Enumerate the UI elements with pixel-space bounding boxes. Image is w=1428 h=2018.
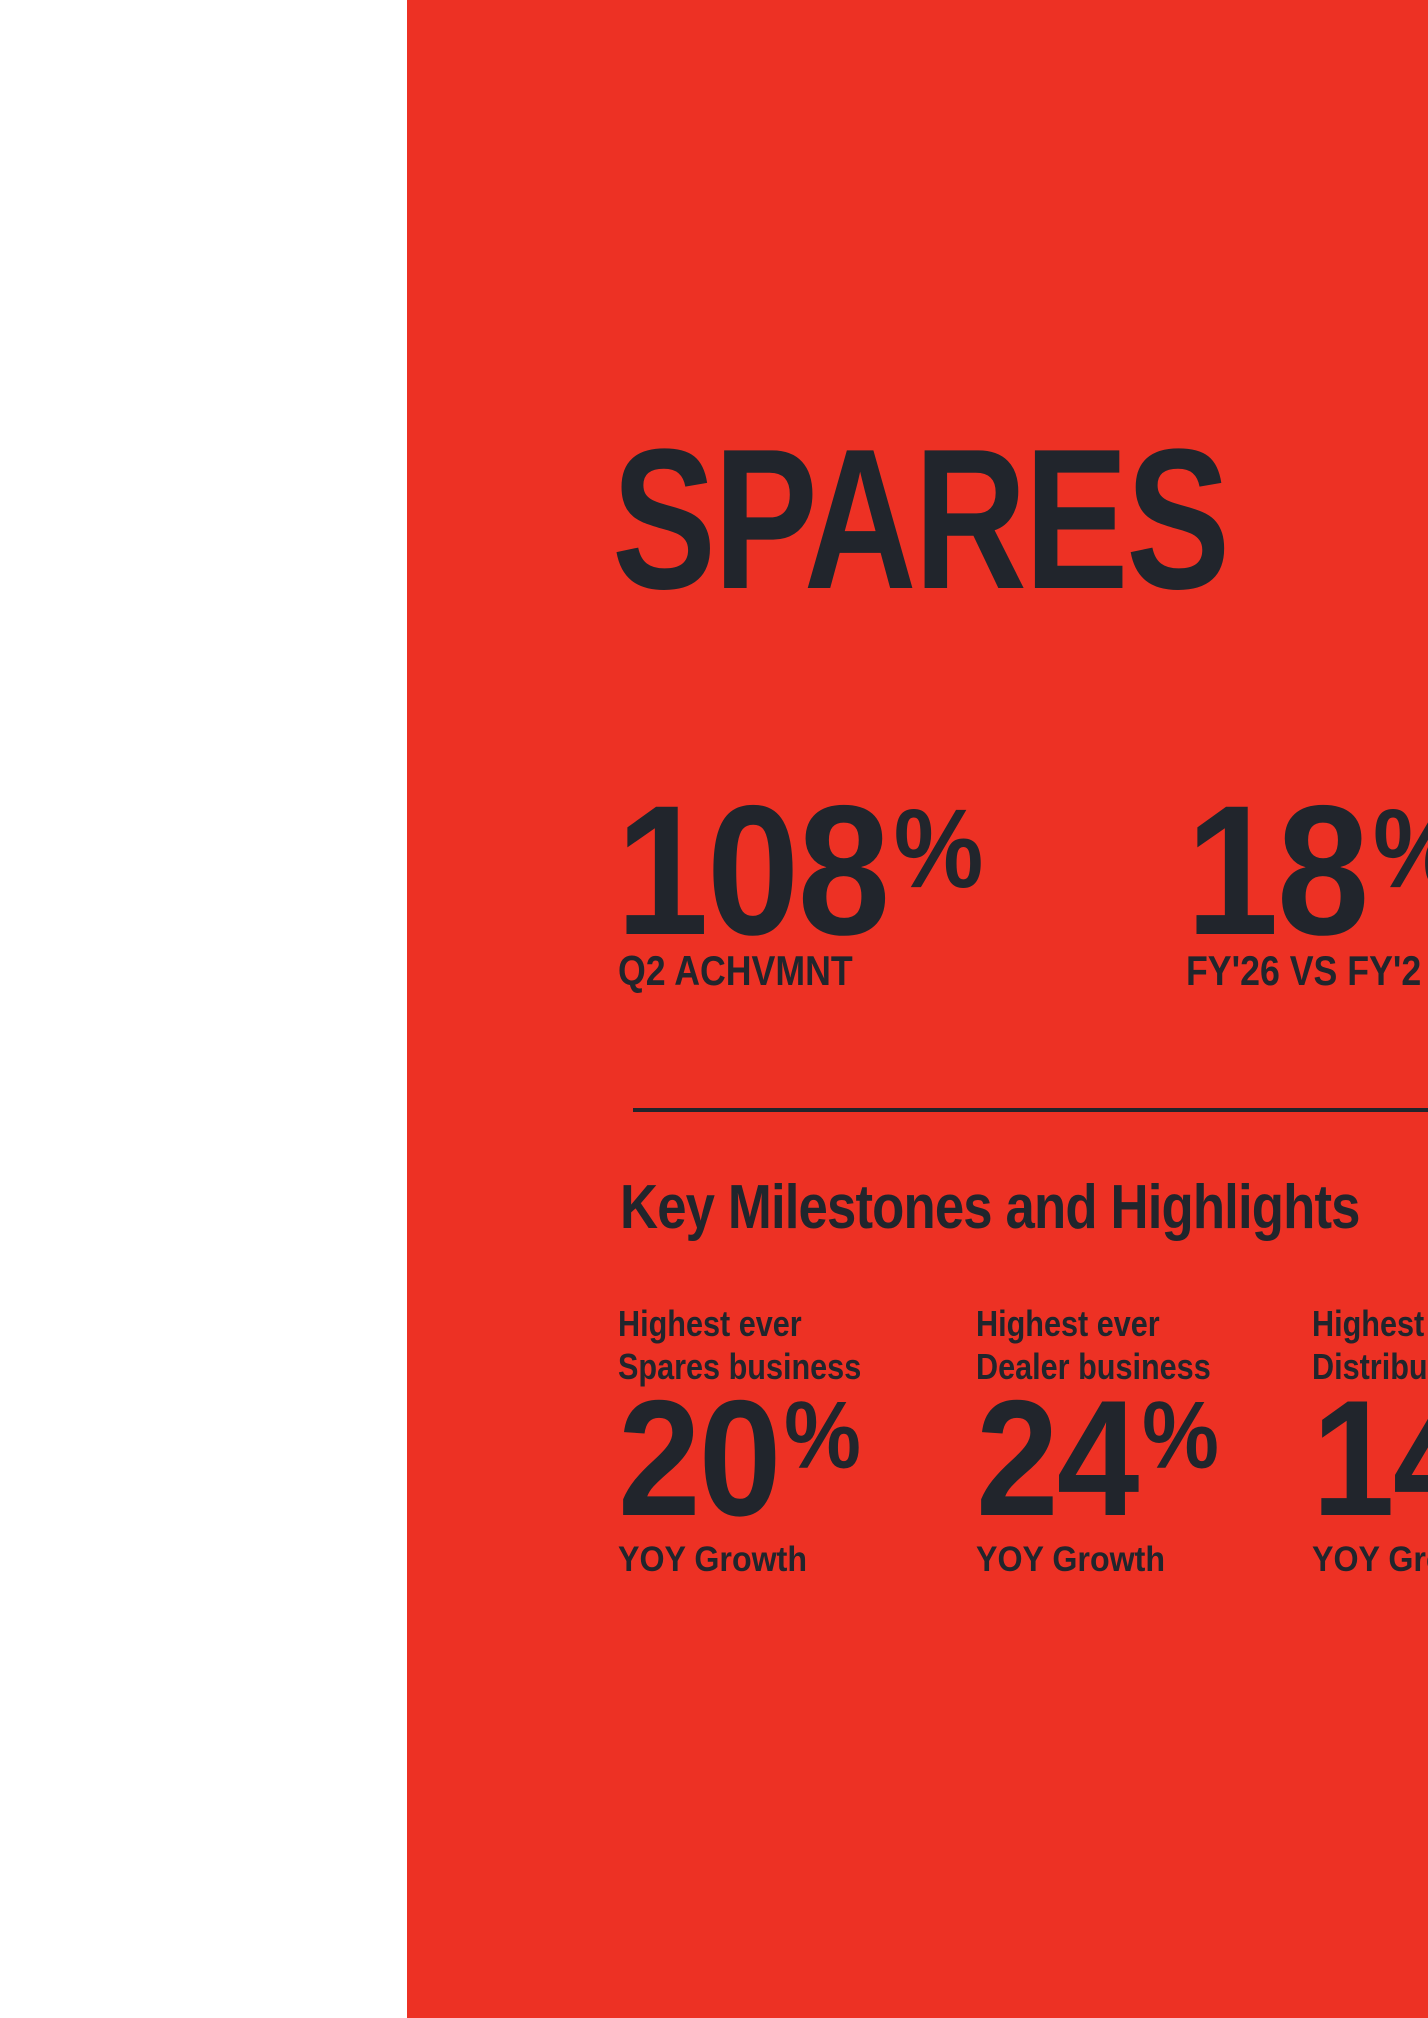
milestone-number: 24	[976, 1366, 1139, 1550]
red-background-panel	[407, 0, 1428, 2018]
percent-sign: %	[1373, 793, 1428, 905]
percent-sign: %	[784, 1382, 861, 1489]
stat-q2-achievement-value: 108%	[616, 779, 983, 964]
milestone-header-line2: Distribu	[1312, 1346, 1428, 1387]
milestone-header: Highest Distribu	[1312, 1302, 1428, 1388]
stat-q2-achievement-label: Q2 ACHVMNT	[618, 947, 853, 994]
milestone-label: YOY Gro	[1312, 1540, 1428, 1579]
milestone-number: 20	[618, 1366, 781, 1550]
milestone-header: Highest ever Spares business	[618, 1302, 861, 1388]
milestone-value: 20%	[618, 1376, 861, 1541]
milestone-value: 14	[1312, 1376, 1428, 1541]
stat-q2-achievement-number: 108	[616, 768, 890, 974]
milestone-header-line2: Spares business	[618, 1346, 862, 1387]
section-heading: Key Milestones and Highlights	[620, 1173, 1360, 1242]
section-divider-line	[633, 1108, 1428, 1112]
milestone-header: Highest ever Dealer business	[976, 1302, 1211, 1388]
milestone-header-line1: Highest ever	[618, 1303, 802, 1344]
percent-sign: %	[893, 786, 984, 911]
percent-sign: %	[1142, 1382, 1219, 1489]
milestone-label: YOY Growth	[618, 1540, 808, 1579]
milestone-header-line1: Highest	[1312, 1303, 1425, 1344]
milestone-header-line2: Dealer business	[976, 1346, 1211, 1387]
page-title: SPARES	[612, 408, 1230, 631]
stat-fy-growth-value: 18%	[1186, 779, 1428, 964]
stat-fy-growth-label: FY'26 VS FY'2	[1186, 947, 1422, 994]
milestone-value: 24%	[976, 1376, 1219, 1541]
milestone-number: 14	[1312, 1366, 1428, 1550]
milestone-label: YOY Growth	[976, 1540, 1166, 1579]
milestone-header-line1: Highest ever	[976, 1303, 1160, 1344]
stat-fy-growth-number: 18	[1186, 768, 1369, 974]
